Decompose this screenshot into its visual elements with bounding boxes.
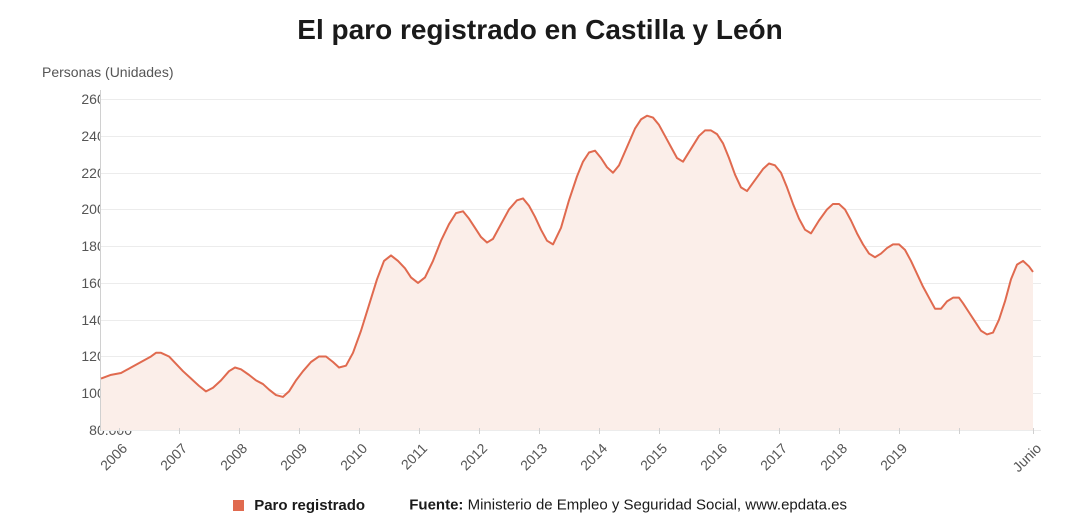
- legend-swatch: [233, 500, 244, 511]
- x-tick: [1033, 428, 1034, 434]
- x-tick: [839, 428, 840, 434]
- x-tick: [659, 428, 660, 434]
- x-tick-label: 2019: [877, 440, 910, 473]
- x-tick: [479, 428, 480, 434]
- x-tick-label: 2011: [398, 440, 431, 473]
- x-tick-label: 2013: [517, 440, 550, 473]
- plot-area: 2006200720082009201020112012201320142015…: [100, 90, 1041, 431]
- x-tick: [599, 428, 600, 434]
- x-tick: [539, 428, 540, 434]
- x-tick-label: 2017: [757, 440, 790, 473]
- chart-title: El paro registrado en Castilla y León: [0, 14, 1080, 46]
- x-tick-label: 2006: [97, 440, 130, 473]
- legend-label: Paro registrado: [254, 497, 365, 514]
- x-tick-label: 2014: [577, 440, 610, 473]
- source-label: Fuente:: [409, 497, 467, 514]
- source-text: Ministerio de Empleo y Seguridad Social,…: [468, 497, 847, 514]
- x-tick: [119, 428, 120, 434]
- x-tick: [239, 428, 240, 434]
- x-tick: [779, 428, 780, 434]
- x-tick: [359, 428, 360, 434]
- series-area: [101, 116, 1033, 430]
- x-tick: [899, 428, 900, 434]
- series-svg: [101, 90, 1041, 430]
- x-tick: [959, 428, 960, 434]
- x-tick-label: 2015: [637, 440, 670, 473]
- x-tick-label: Junio: [1009, 440, 1044, 475]
- chart-container: El paro registrado en Castilla y León Pe…: [0, 0, 1080, 522]
- x-tick-label: 2010: [337, 440, 370, 473]
- x-tick: [719, 428, 720, 434]
- x-tick-label: 2008: [217, 440, 250, 473]
- x-tick: [299, 428, 300, 434]
- gridline: [101, 430, 1041, 431]
- x-tick-label: 2009: [277, 440, 310, 473]
- legend-row: Paro registrado Fuente: Ministerio de Em…: [0, 496, 1080, 514]
- x-tick: [179, 428, 180, 434]
- x-tick-label: 2016: [697, 440, 730, 473]
- x-tick-label: 2007: [157, 440, 190, 473]
- x-tick-label: 2012: [457, 440, 490, 473]
- x-tick: [419, 428, 420, 434]
- y-axis-title: Personas (Unidades): [42, 64, 174, 80]
- x-tick-label: 2018: [817, 440, 850, 473]
